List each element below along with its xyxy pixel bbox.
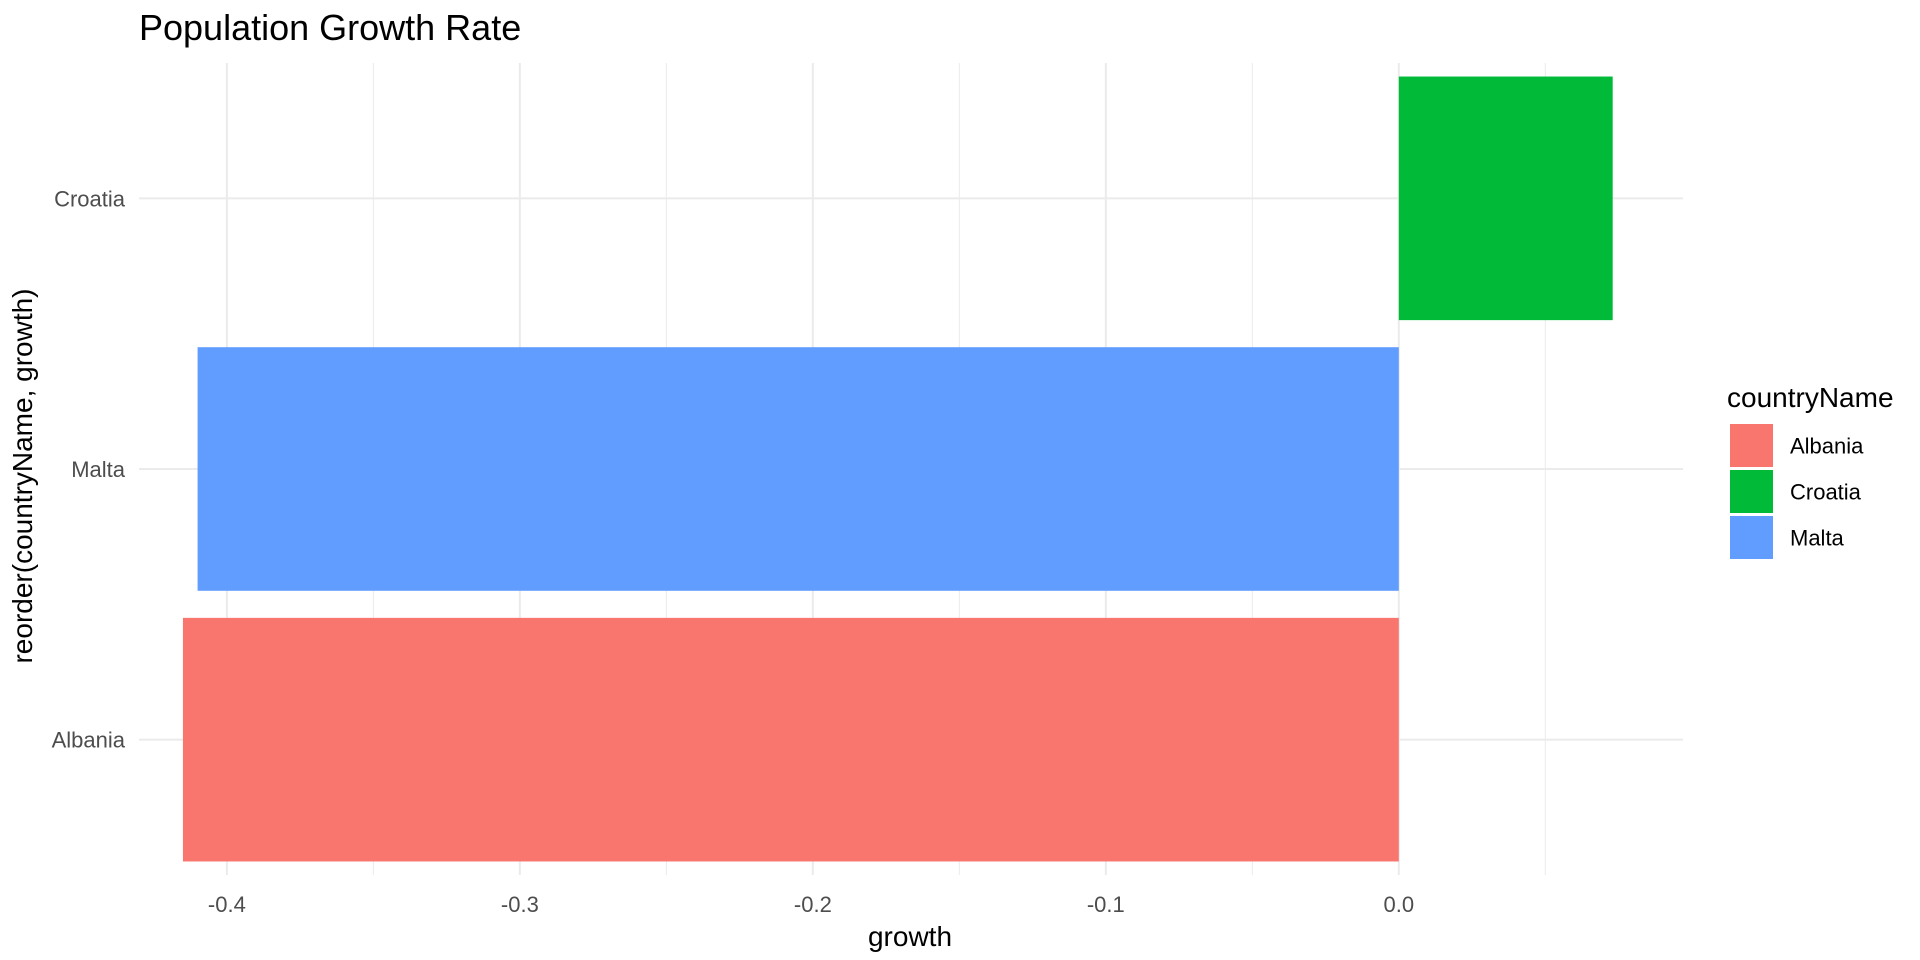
bar-croatia [1398,76,1613,321]
y-tick-label: Malta [71,457,126,482]
legend-key-albania [1730,424,1773,467]
legend-title: countryName [1727,382,1894,413]
legend-item-albania: Albania [1730,424,1864,467]
x-tick-label: 0.0 [1384,892,1415,917]
y-tick-labels: Albania Malta Croatia [52,186,126,752]
legend-label: Albania [1790,434,1864,459]
x-tick-labels: -0.4 -0.3 -0.2 -0.1 0.0 [208,892,1414,917]
legend-key-malta [1730,516,1773,559]
legend: countryName Albania Croatia Malta [1727,382,1894,559]
y-axis-title: reorder(countryName, growth) [7,288,38,663]
legend-item-croatia: Croatia [1730,470,1862,513]
bar-albania [182,617,1399,862]
legend-key-croatia [1730,470,1773,513]
y-tick-label: Albania [52,728,126,753]
x-tick-label: -0.2 [794,892,832,917]
x-tick-label: -0.4 [208,892,246,917]
legend-item-malta: Malta [1730,516,1845,559]
x-tick-label: -0.1 [1087,892,1125,917]
bar-malta [197,347,1399,591]
legend-label: Malta [1790,526,1845,551]
legend-label: Croatia [1790,480,1862,505]
legend-items: Albania Croatia Malta [1730,424,1864,559]
x-axis-title: growth [868,921,952,952]
y-tick-label: Croatia [54,186,126,211]
bars-layer [182,76,1613,862]
chart-title: Population Growth Rate [139,7,521,48]
x-tick-label: -0.3 [501,892,539,917]
